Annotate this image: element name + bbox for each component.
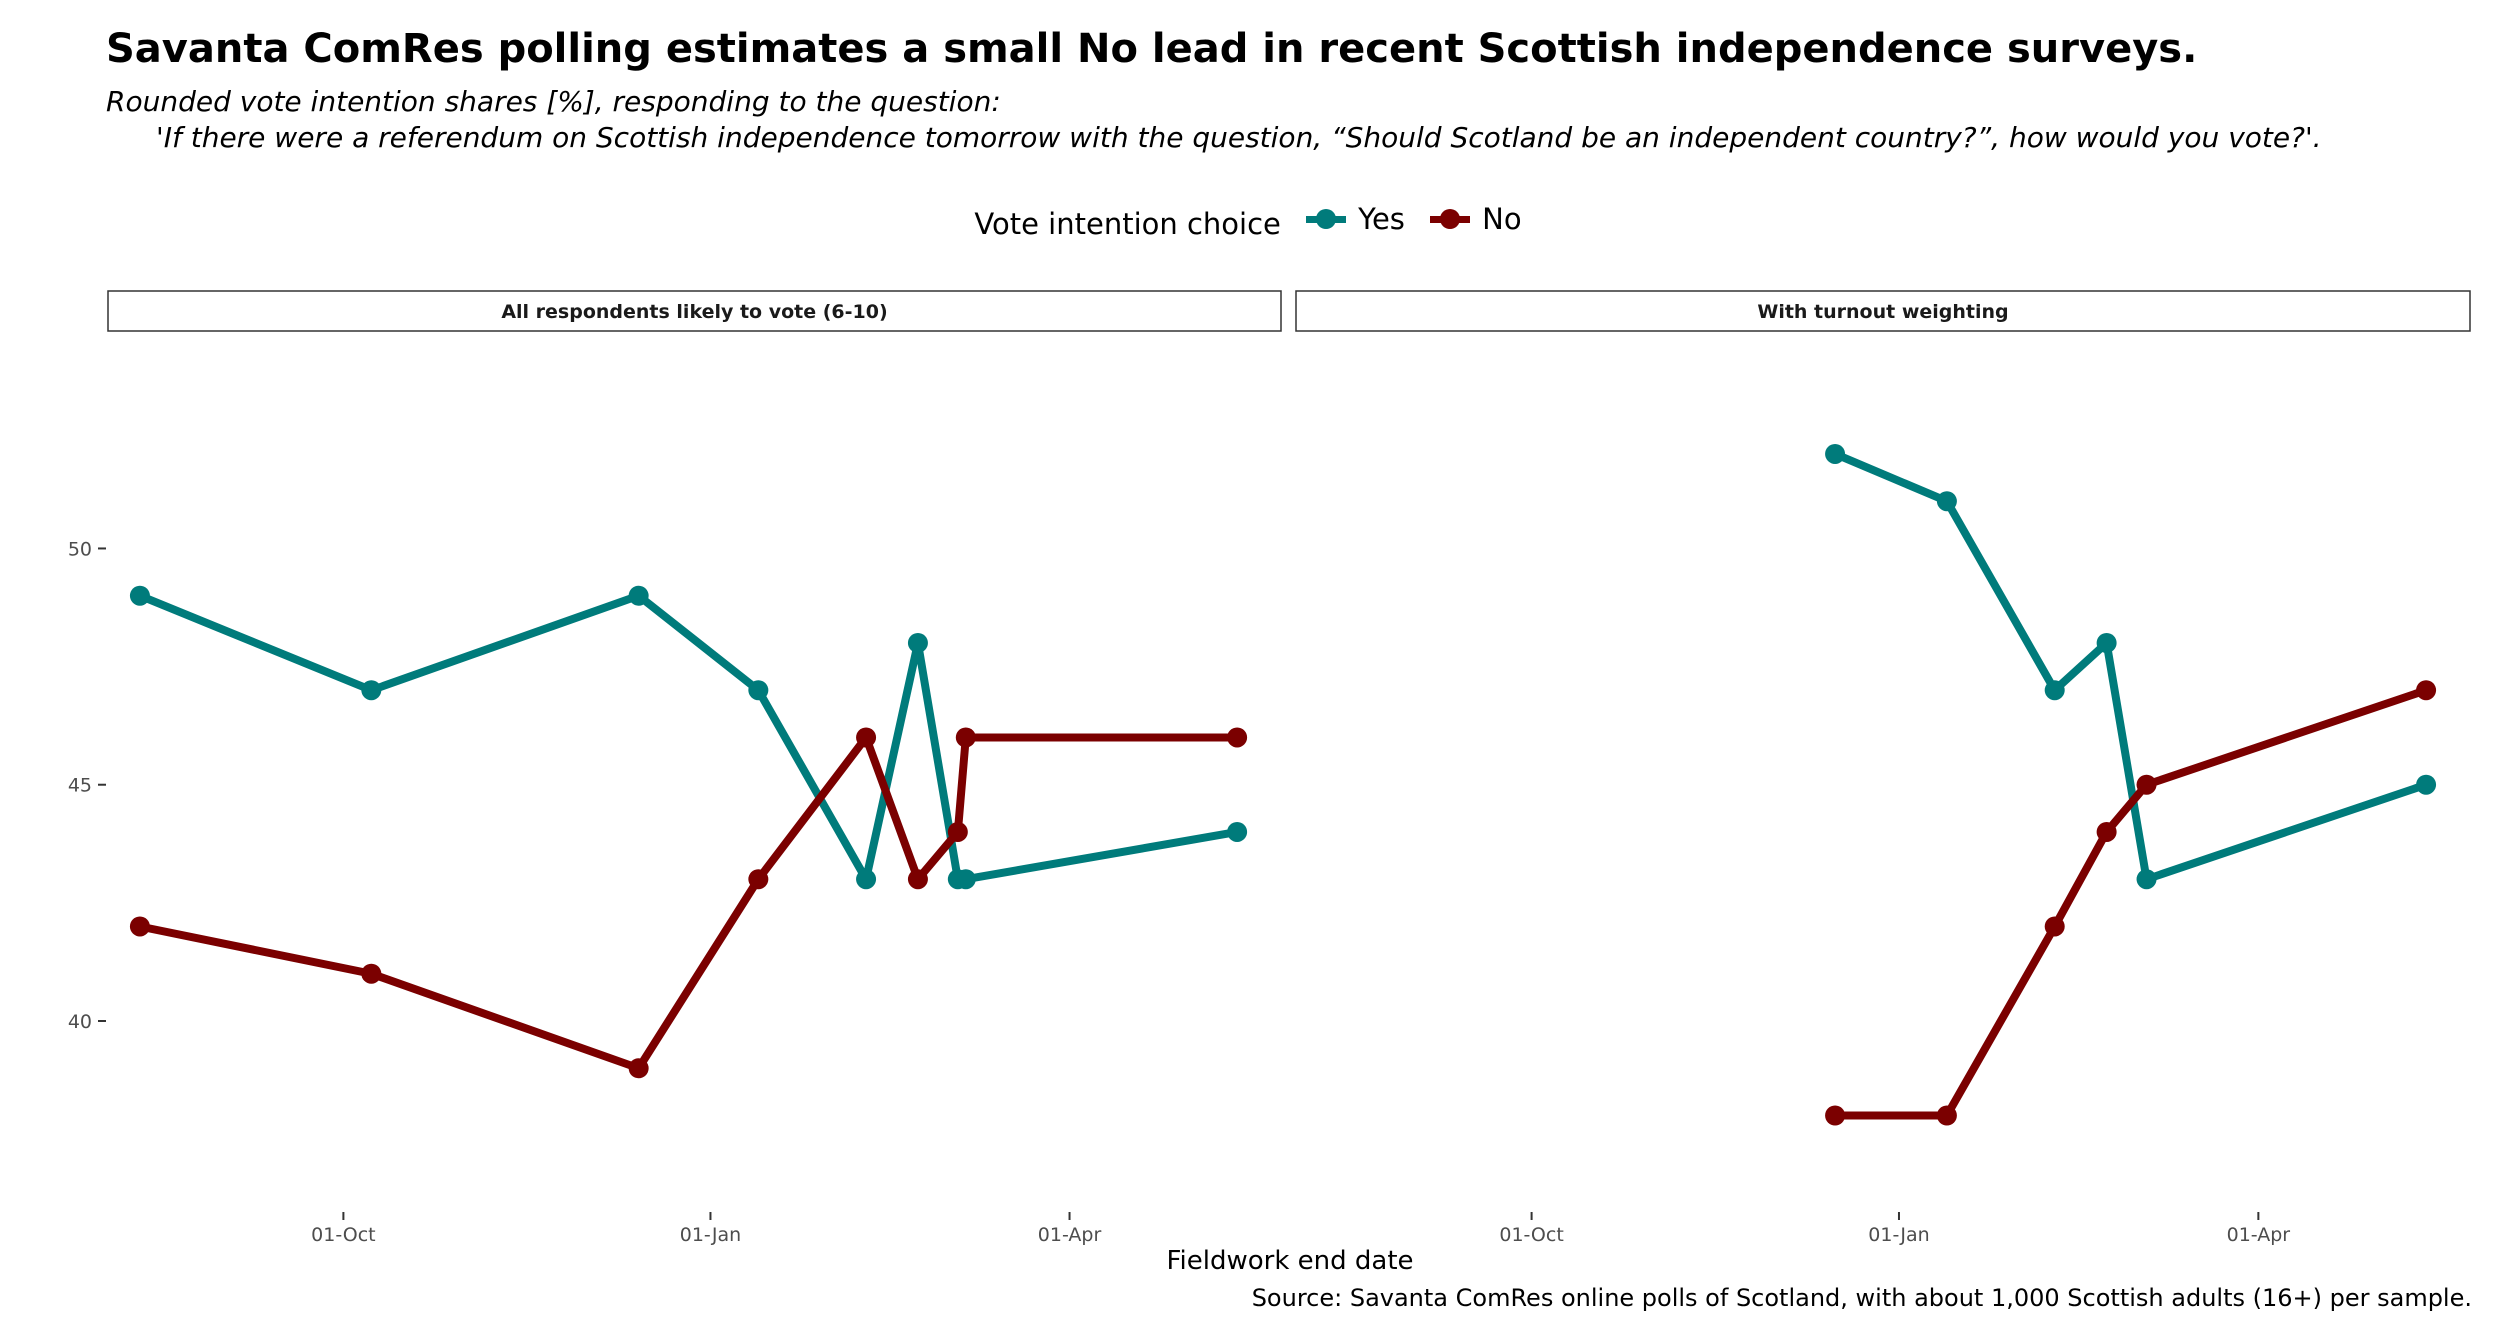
data-point-no [907, 869, 928, 890]
data-point-yes [1825, 443, 1846, 464]
data-point-yes [2416, 774, 2437, 795]
series-line-no [135, 733, 1242, 1073]
data-point-no [955, 727, 976, 748]
data-point-no [1825, 1105, 1846, 1126]
data-point-yes [2136, 869, 2157, 890]
data-point-no [1936, 1105, 1957, 1126]
data-point-yes [1227, 821, 1248, 842]
data-point-no [2416, 680, 2437, 701]
data-point-yes [628, 585, 649, 606]
x-tick-label: 01-Jan [680, 1224, 741, 1246]
legend-label-no: No [1482, 202, 1522, 236]
data-point-no [2096, 821, 2117, 842]
subtitle-line-2: 'If there were a referendum on Scottish … [156, 121, 2322, 154]
x-tick-label: 01-Jan [1868, 1224, 1929, 1246]
y-tick-label: 45 [68, 775, 92, 797]
subtitle-line-1: Rounded vote intention shares [%], respo… [106, 85, 1001, 118]
legend-item-no: No [1428, 202, 1522, 236]
data-point-no [748, 869, 769, 890]
series-line-no [1831, 686, 2431, 1120]
legend: Vote intention choice Yes No [0, 202, 2496, 241]
x-tick-label: 01-Apr [1038, 1224, 1102, 1246]
data-point-yes [361, 680, 382, 701]
data-point-no [856, 727, 877, 748]
data-point-no [361, 963, 382, 984]
x-axis-title: Fieldwork end date [1166, 1246, 1414, 1276]
x-tick-label: 01-Oct [1499, 1224, 1563, 1246]
data-point-yes [1936, 491, 1957, 512]
legend-key-yes [1304, 204, 1348, 234]
legend-title: Vote intention choice [974, 207, 1281, 241]
x-tick-label: 01-Oct [311, 1224, 375, 1246]
chart-title: Savanta ComRes polling estimates a small… [106, 26, 2198, 72]
y-tick-label: 50 [68, 538, 92, 560]
x-tick-label: 01-Apr [2227, 1224, 2291, 1246]
source-caption: Source: Savanta ComRes online polls of S… [1251, 1284, 2472, 1312]
data-point-no [2136, 774, 2157, 795]
facet-strip-label: With turnout weighting [1757, 301, 2008, 323]
data-point-yes [955, 869, 976, 890]
data-point-yes [129, 585, 150, 606]
data-point-yes [2044, 680, 2065, 701]
facet-strip [1295, 290, 2471, 332]
data-point-yes [748, 680, 769, 701]
facet-strip [107, 290, 1282, 332]
data-point-no [628, 1058, 649, 1079]
facet-strip-label: All respondents likely to vote (6-10) [501, 301, 887, 323]
data-point-no [1227, 727, 1248, 748]
y-tick-label: 40 [68, 1011, 92, 1033]
data-point-yes [2096, 632, 2117, 653]
legend-key-no [1428, 204, 1472, 234]
data-point-no [947, 821, 968, 842]
data-point-no [129, 916, 150, 937]
legend-item-yes: Yes [1304, 202, 1405, 236]
legend-label-yes: Yes [1358, 202, 1405, 236]
data-point-yes [856, 869, 877, 890]
data-point-no [2044, 916, 2065, 937]
data-point-yes [907, 632, 928, 653]
series-line-yes [1831, 449, 2431, 884]
chart-subtitle: Rounded vote intention shares [%], respo… [106, 84, 2322, 156]
